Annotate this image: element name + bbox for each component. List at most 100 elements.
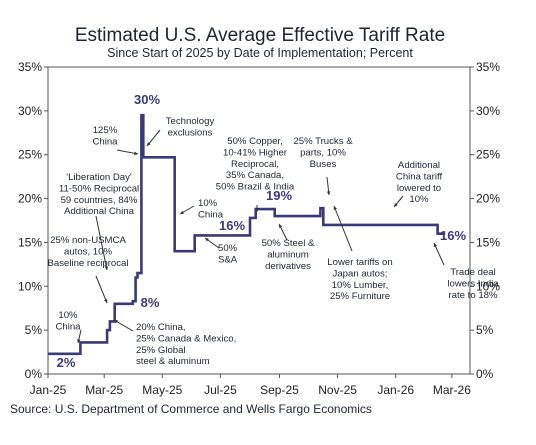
y-tick-label-right: 15% [476,235,500,249]
annotation-line: exclusions [168,127,213,138]
x-tick-label: Mar-25 [85,383,123,397]
annotation-line: China tariff [396,171,443,182]
annotation-line: 50% Copper, [227,136,282,147]
annotation-line: 50% Brazil & India [216,182,295,193]
annotation-line: autos, 10% [64,246,112,257]
annotation-arrowhead [394,203,398,207]
chart-subtitle: Since Start of 2025 by Date of Implement… [107,46,413,60]
annotation-line: Technology [166,116,215,127]
annotation-label: 10% China [55,310,81,332]
y-tick-label-left: 15% [18,235,42,249]
annotation-line: parts, 10% [300,147,346,158]
annotation-arrowhead [104,266,108,270]
y-tick-label-left: 20% [18,192,42,206]
x-tick-label: Sep-25 [260,383,299,397]
annotation-line: 25% Trucks & [293,136,353,147]
annotation-line: Baseline reciprocal [47,258,128,269]
annotation-label: Lower tariffs on Japan autos; 10% Lumber, 2… [327,257,392,302]
value-label: 16% [440,228,466,243]
annotation-line: rate to 18% [448,290,498,301]
annotation-line: 25% Furniture [330,291,390,302]
annotation-label: 50% S&A [218,243,238,265]
y-tick-label-right: 10% [476,279,500,293]
annotation-arrowhead [333,206,337,210]
annotation-line: 59 countries, 84% [61,195,138,206]
source-note: Source: U.S. Department of Commerce and … [10,402,372,416]
annotation-label: 10% China [198,198,224,220]
annotation-leader [113,319,134,332]
annotation-arrowhead [147,142,151,146]
value-label: 30% [134,92,160,107]
value-label: 16% [219,218,245,233]
annotation-line: derivatives [265,261,311,272]
annotation-line: Additional China [64,206,135,217]
annotation-arrowhead [205,238,209,242]
y-tick-label-left: 35% [18,60,42,74]
annotation-line: 10-41% Higher [223,147,288,158]
annotation-line: Lower tariffs on [327,257,392,268]
annotation-line: 10% Lumber, [332,280,389,291]
annotation-line: 20% China, [136,322,186,333]
plot-frame [47,66,471,375]
x-tick-label: Jul-25 [204,383,237,397]
annotation-line: S&A [218,254,238,265]
x-tick-label: Jan-26 [377,383,414,397]
annotation-line: Reciprocal, [231,159,279,170]
annotation-leader [95,275,108,304]
annotation-arrowhead [104,299,108,303]
annotation-leader [433,242,445,266]
value-label: 19% [266,188,292,203]
annotation-line: China [198,209,224,220]
y-tick-label-left: 30% [18,104,42,118]
annotation-label: Technology exclusions [166,116,215,138]
annotation-line: Buses [310,159,337,170]
annotation-line: 11-50% Reciprocal [59,183,139,194]
annotation-line: aluminum [267,249,309,260]
chart-title: Estimated U.S. Average Effective Tariff … [75,25,445,46]
annotation-label: 50% Steel & aluminum derivatives [262,238,315,272]
annotation-label: 125% China [92,125,118,147]
annotation-line: China [92,136,118,147]
y-tick-label-left: 10% [18,279,42,293]
annotation-arrowhead [77,339,81,343]
annotation-label: 'Liberation Day' 11-50% Reciprocal 59 coun… [59,172,139,217]
annotation-label: 25% Trucks & parts, 10% Buses [293,136,353,170]
y-tick-label-right: 20% [476,192,500,206]
annotation-arrowhead [134,151,138,155]
annotation-arrowhead [255,208,259,212]
annotation-arrowhead [326,191,331,195]
annotation-line: lowered to [397,183,441,194]
annotation-label: Additional China tariff lowered to 10% [396,160,443,205]
annotation-leader [333,205,353,252]
annotation-arrowhead [180,210,184,214]
annotation-line: 'Liberation Day' [66,172,132,183]
x-tick-label: May-25 [142,383,182,397]
annotation-arrowhead [114,320,118,324]
y-tick-label-right: 30% [476,104,500,118]
y-tick-label-left: 0% [25,367,43,381]
annotation-label: 25% non-USMCA autos, 10% Baseline reciproc… [47,235,128,269]
y-tick-label-left: 25% [18,148,42,162]
annotation-line: Japan autos; [333,268,388,279]
annotation-label: 50% Copper, 10-41% Higher Reciprocal, 35% C… [216,136,295,193]
annotation-line: 125% [93,125,118,136]
y-tick-label-left: 5% [25,323,43,337]
annotation-line: 35% Canada, [226,170,284,181]
x-tick-label: Jan-25 [30,383,67,397]
annotation-line: 10% [198,198,218,209]
y-tick-label-right: 0% [476,367,494,381]
annotation-line: lowers India [447,278,499,289]
y-tick-label-right: 25% [476,148,500,162]
x-tick-label: Mar-26 [433,383,471,397]
annotation-line: 25% non-USMCA [50,235,126,246]
y-tick-label-right: 5% [476,323,494,337]
value-label: 8% [141,295,160,310]
annotation-line: 25% Global [136,345,186,356]
annotation-label: Trade deal lowers India rate to 18% [447,267,499,301]
annotation-line: steel & aluminum [136,356,210,367]
annotation-arrowhead [433,243,438,247]
x-tick-label: Nov-25 [318,383,357,397]
tariff-rate-line [48,113,446,356]
